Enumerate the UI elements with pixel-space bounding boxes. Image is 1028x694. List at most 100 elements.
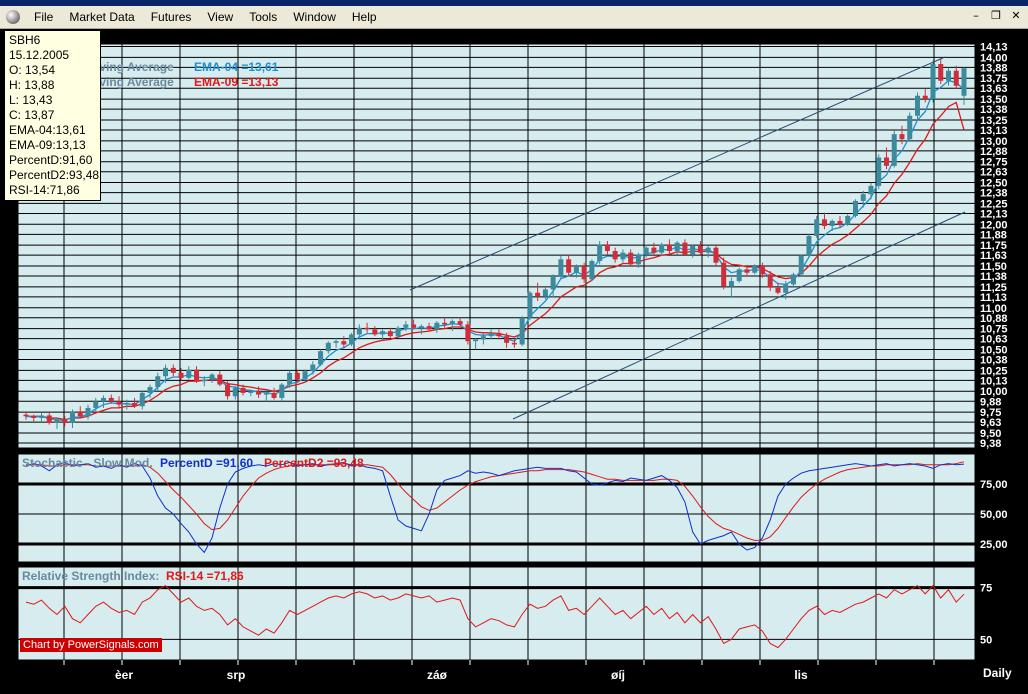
candle-body bbox=[535, 292, 541, 297]
data-tooltip: SBH6 15.12.2005 O: 13,54 H: 13,88 L: 13,… bbox=[4, 30, 101, 201]
candle-body bbox=[690, 246, 696, 255]
candle-body bbox=[395, 327, 401, 337]
y-tick-label: 12,88 bbox=[980, 146, 1008, 158]
candle-body bbox=[155, 376, 161, 388]
candle-body bbox=[457, 321, 463, 325]
candle-body bbox=[302, 371, 308, 380]
y-tick-label: 9,38 bbox=[980, 438, 1001, 450]
candle-body bbox=[697, 246, 703, 253]
menu-window[interactable]: Window bbox=[293, 10, 336, 24]
candle-body bbox=[170, 367, 176, 373]
percentd-line bbox=[25, 461, 965, 554]
x-tick-label: lis bbox=[794, 668, 808, 682]
tooltip-date: 15.12.2005 bbox=[9, 48, 70, 62]
candle-body bbox=[132, 402, 138, 407]
candle-body bbox=[70, 411, 76, 423]
candle-body bbox=[77, 411, 83, 417]
y-tick-label: 11,00 bbox=[980, 303, 1007, 315]
candle-body bbox=[860, 194, 866, 201]
candle-body bbox=[271, 392, 277, 398]
candle-body bbox=[938, 64, 944, 81]
candle-body bbox=[744, 269, 750, 273]
y-tick-label: 13,63 bbox=[980, 83, 1008, 95]
rsi-tick-label: 75 bbox=[980, 583, 992, 595]
candle-body bbox=[232, 387, 238, 397]
candle-body bbox=[790, 274, 796, 285]
y-tick-label: 11,25 bbox=[980, 282, 1007, 294]
panel-2-bg bbox=[17, 453, 976, 563]
candle-body bbox=[23, 414, 29, 417]
x-tick-label: èer bbox=[115, 668, 133, 682]
y-tick-label: 13,75 bbox=[980, 73, 1008, 85]
menu-file[interactable]: File bbox=[34, 10, 54, 24]
ma2-value: EMA-09 =13,13 bbox=[194, 75, 279, 89]
candle-body bbox=[364, 327, 370, 330]
candle-body bbox=[597, 244, 603, 262]
candle-body bbox=[62, 419, 68, 423]
close-icon[interactable]: ✕ bbox=[1011, 9, 1021, 22]
restore-icon[interactable]: ❐ bbox=[991, 9, 1001, 22]
candle-body bbox=[589, 261, 595, 280]
channel-upper bbox=[409, 56, 946, 291]
candle-body bbox=[876, 157, 882, 186]
candle-body bbox=[325, 342, 331, 352]
candle-body bbox=[372, 329, 378, 335]
candle-body bbox=[504, 336, 510, 343]
candle-body bbox=[581, 266, 587, 280]
ma1-value: EMA-04 =13,61 bbox=[194, 60, 279, 74]
candle-body bbox=[961, 68, 967, 96]
candle-body bbox=[798, 256, 804, 275]
menu-market-data[interactable]: Market Data bbox=[69, 10, 135, 24]
menu-view[interactable]: View bbox=[207, 10, 234, 24]
y-tick-label: 11,38 bbox=[980, 271, 1007, 283]
menu-futures[interactable]: Futures bbox=[150, 10, 192, 24]
candle-body bbox=[318, 351, 324, 365]
tooltip-low: L: 13,43 bbox=[9, 93, 53, 107]
stoch-tick-label: 50,00 bbox=[980, 509, 1008, 521]
candle-body bbox=[248, 391, 254, 393]
rsi-line bbox=[25, 584, 965, 649]
candle-body bbox=[519, 317, 525, 345]
app-icon[interactable] bbox=[6, 10, 20, 24]
y-tick-label: 13,13 bbox=[980, 125, 1008, 137]
candle-body bbox=[240, 387, 246, 393]
y-tick-label: 10,50 bbox=[980, 345, 1008, 357]
panel-1-bg bbox=[17, 43, 976, 449]
x-tick-label: srp bbox=[227, 668, 246, 682]
menu-bar: File Market Data Futures View Tools Wind… bbox=[0, 6, 1028, 29]
candle-body bbox=[628, 252, 634, 265]
y-tick-label: 11,50 bbox=[980, 261, 1007, 273]
candle-body bbox=[139, 392, 145, 407]
candle-body bbox=[542, 289, 548, 297]
y-tick-label: 13,50 bbox=[980, 94, 1008, 106]
candle-body bbox=[186, 369, 192, 378]
rsi-label: Relative Strength Index: bbox=[22, 569, 160, 583]
period-label[interactable]: Daily bbox=[983, 666, 1012, 680]
credit-badge[interactable]: Chart by PowerSignals.com bbox=[20, 638, 162, 652]
candle-body bbox=[845, 215, 851, 225]
y-tick-label: 12,13 bbox=[980, 208, 1008, 220]
candle-body bbox=[767, 274, 773, 288]
y-tick-label: 12,75 bbox=[980, 157, 1008, 169]
x-tick-label: záø bbox=[427, 668, 448, 682]
y-tick-label: 9,50 bbox=[980, 428, 1001, 440]
stoch-percentd2: PercentD2 =93,48 bbox=[264, 456, 364, 470]
tooltip-high: H: 13,88 bbox=[9, 78, 55, 92]
tooltip-open: O: 13,54 bbox=[9, 63, 56, 77]
tooltip-percentd2: PercentD2:93,48 bbox=[9, 168, 100, 182]
candle-body bbox=[930, 64, 936, 100]
candle-body bbox=[527, 292, 533, 318]
menu-tools[interactable]: Tools bbox=[249, 10, 278, 24]
candle-body bbox=[566, 259, 572, 273]
candle-body bbox=[287, 372, 293, 385]
y-tick-label: 10,00 bbox=[980, 386, 1008, 398]
y-tick-label: 10,88 bbox=[980, 313, 1008, 325]
minimize-icon[interactable]: – bbox=[973, 9, 979, 22]
y-tick-label: 10,75 bbox=[980, 324, 1008, 336]
menu-help[interactable]: Help bbox=[351, 10, 377, 24]
candle-body bbox=[488, 332, 494, 337]
candle-body bbox=[209, 374, 215, 380]
y-tick-label: 9,63 bbox=[980, 417, 1001, 429]
title-bar bbox=[0, 0, 1028, 6]
